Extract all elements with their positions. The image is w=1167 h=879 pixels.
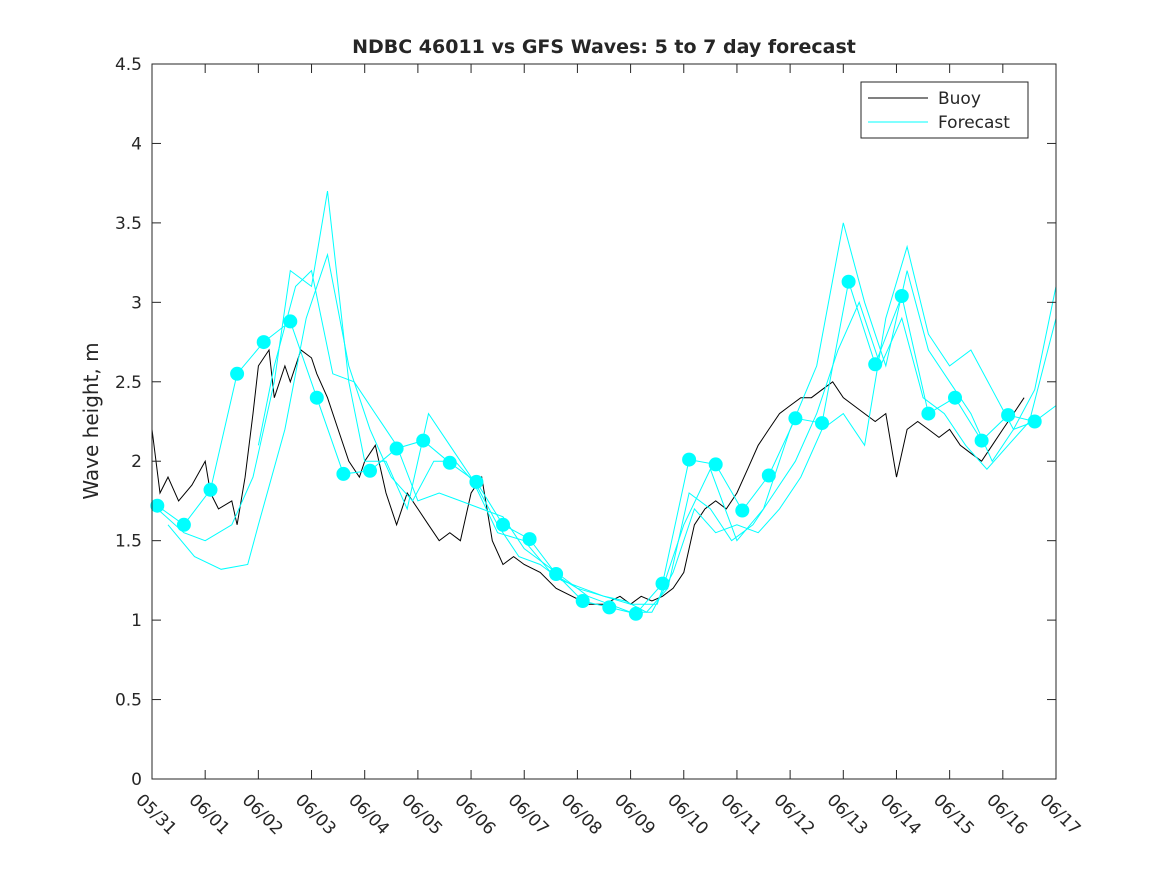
forecast-marker [655, 576, 670, 591]
y-axis-label: Wave height, m [79, 342, 103, 499]
forecast-marker [150, 498, 165, 513]
forecast-marker [841, 274, 856, 289]
forecast-marker [815, 416, 829, 431]
legend-forecast-label: Forecast [938, 113, 1010, 133]
forecast-marker [735, 503, 750, 518]
forecast-marker [283, 314, 298, 329]
forecast-marker [974, 433, 989, 448]
forecast-marker [256, 335, 271, 350]
forecast-marker [868, 357, 883, 372]
buoy-series-line [151, 348, 1025, 605]
forecast-marker [389, 441, 404, 456]
axes-box [151, 63, 1057, 780]
forecast-series-line-1 [157, 281, 1035, 615]
forecast-series-line-3 [167, 252, 1057, 613]
forecast-series-line-2 [156, 191, 1057, 605]
forecast-marker [682, 452, 697, 467]
chart-title: NDBC 46011 vs GFS Waves: 5 to 7 day fore… [352, 36, 856, 58]
forecast-marker [948, 390, 962, 405]
forecast-marker [761, 468, 776, 483]
y-tick-label: 4 [131, 134, 142, 154]
y-tick-label: 0 [131, 770, 142, 790]
y-tick-label: 1 [131, 611, 142, 631]
forecast-marker [1027, 414, 1042, 429]
legend: Buoy Forecast [860, 81, 1029, 139]
forecast-marker [469, 474, 484, 489]
y-tick-label: 4.5 [115, 55, 142, 75]
forecast-marker [309, 390, 324, 405]
forecast-marker [336, 466, 351, 481]
y-tick-label: 3.5 [115, 214, 142, 234]
legend-box [860, 81, 1029, 139]
forecast-marker [416, 433, 431, 448]
y-tick-label: 1.5 [115, 532, 142, 552]
forecast-marker [230, 366, 245, 381]
y-tick-label: 3 [131, 293, 142, 313]
legend-buoy-label: Buoy [938, 89, 981, 109]
forecast-marker [442, 455, 457, 470]
forecast-series-line-4 [257, 244, 1057, 613]
plot-area [150, 191, 1057, 621]
forecast-marker [496, 517, 510, 532]
forecast-marker [522, 532, 537, 547]
y-tick-label: 2 [131, 452, 142, 472]
forecast-marker [176, 517, 191, 532]
forecast-marker [203, 482, 218, 497]
forecast-marker [1001, 408, 1016, 423]
forecast-marker [921, 406, 936, 421]
y-tick-label: 2.5 [115, 373, 142, 393]
forecast-marker [549, 567, 564, 581]
forecast-marker [363, 463, 377, 478]
forecast-marker [894, 289, 909, 303]
forecast-marker [708, 457, 723, 472]
y-tick-label: 0.5 [115, 691, 142, 711]
forecast-marker [628, 606, 643, 621]
forecast-marker [602, 600, 617, 615]
forecast-marker [575, 594, 590, 608]
forecast-marker [788, 411, 803, 426]
